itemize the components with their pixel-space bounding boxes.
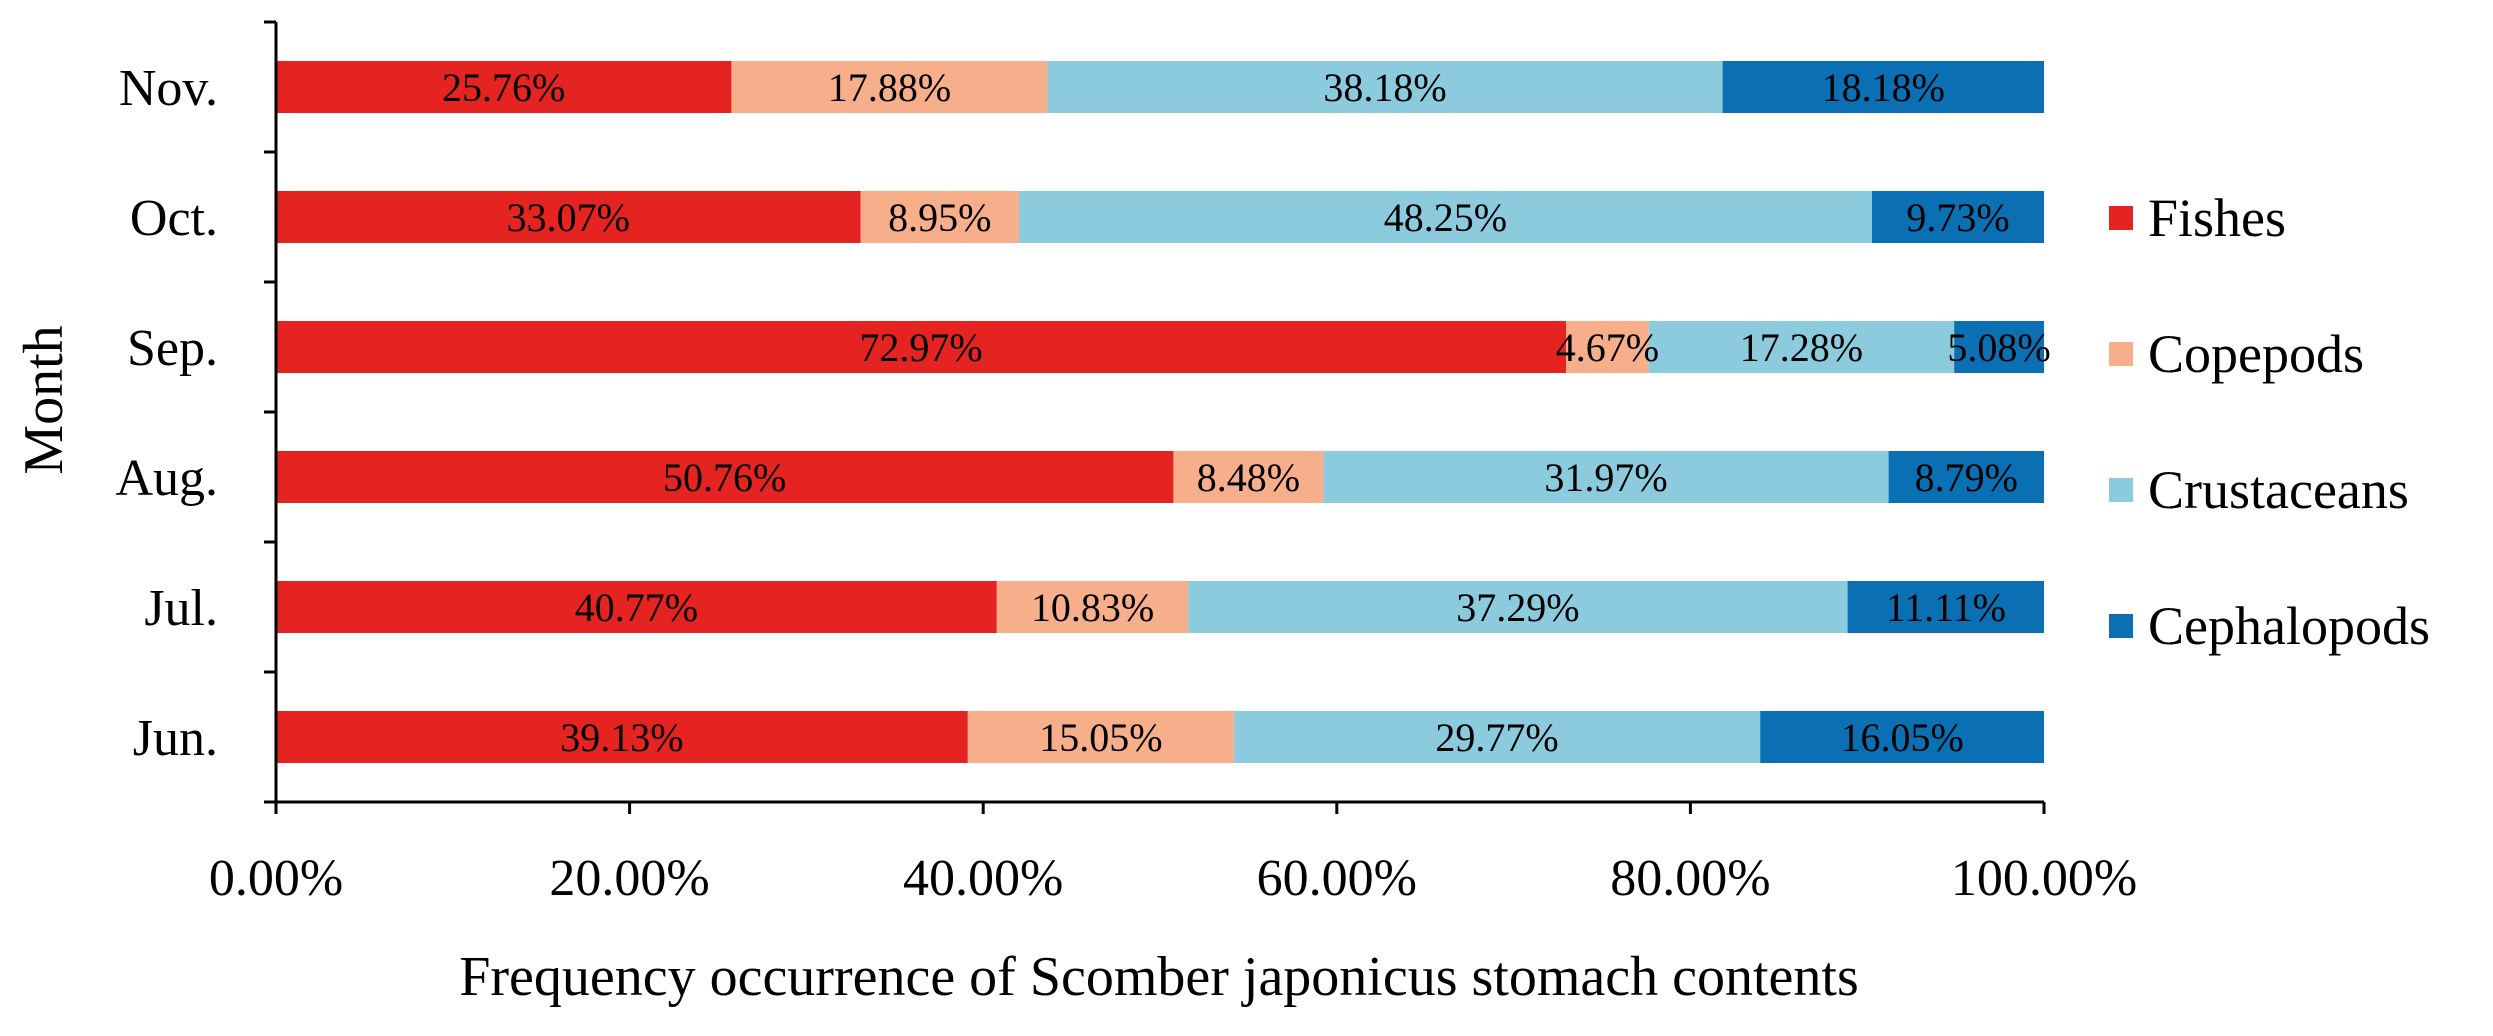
bar-segment (1871, 191, 2044, 243)
bar-segment (276, 321, 1567, 373)
x-tick-label: 80.00% (1610, 850, 1770, 907)
y-tick-label: Sep. (127, 320, 218, 377)
y-tick-label: Aug. (115, 450, 218, 507)
bar-segment (1188, 581, 1848, 633)
bar-segment (276, 191, 861, 243)
data-label: 8.48% (1197, 455, 1300, 500)
data-label: 16.05% (1840, 715, 1963, 760)
x-tick-label: 60.00% (1257, 850, 1417, 907)
bar-segment (1233, 711, 1761, 763)
bar-segment (1047, 61, 1723, 113)
bar-segment (1760, 711, 2044, 763)
data-label: 8.79% (1915, 455, 2018, 500)
data-label: 10.83% (1031, 585, 1154, 630)
bar-segment (276, 711, 968, 763)
bar-segment (276, 581, 997, 633)
x-tick-label: 100.00% (1951, 850, 2137, 907)
data-label: 25.76% (442, 65, 565, 110)
legend-swatch (2109, 614, 2133, 638)
legend-label: Copepods (2148, 324, 2364, 384)
bar-segment (1648, 321, 1955, 373)
y-tick-label: Nov. (119, 60, 218, 117)
data-label: 17.88% (828, 65, 951, 110)
data-label: 9.73% (1906, 195, 2009, 240)
bar-segment (731, 61, 1048, 113)
legend-label: Fishes (2148, 188, 2286, 248)
y-tick-label: Jul. (144, 580, 218, 637)
bar-segment (1847, 581, 2044, 633)
data-label: 17.28% (1740, 325, 1863, 370)
data-label: 31.97% (1544, 455, 1667, 500)
data-label: 4.67% (1556, 325, 1659, 370)
legend-swatch (2109, 206, 2133, 230)
data-label: 15.05% (1039, 715, 1162, 760)
data-label: 18.18% (1822, 65, 1945, 110)
bar-segment (1722, 61, 2044, 113)
data-label: 39.13% (560, 715, 683, 760)
y-tick-label: Oct. (130, 190, 218, 247)
bar-segment (860, 191, 1019, 243)
bar-segment (276, 61, 732, 113)
data-label: 38.18% (1323, 65, 1446, 110)
data-label: 48.25% (1384, 195, 1507, 240)
bar-segment (1566, 321, 1649, 373)
legend-swatch (2109, 342, 2133, 366)
legend-label: Cephalopods (2148, 596, 2430, 656)
bar-segment (1888, 451, 2044, 503)
data-label: 72.97% (859, 325, 982, 370)
data-label: 40.77% (575, 585, 698, 630)
data-label: 33.07% (507, 195, 630, 240)
legend-swatch (2109, 478, 2133, 502)
bar-segment (276, 451, 1174, 503)
bar-segment (996, 581, 1189, 633)
legend-label: Crustaceans (2148, 460, 2409, 520)
y-axis-title: Month (13, 325, 75, 474)
bar-segment (967, 711, 1234, 763)
axes: Jun. Jul. Aug. Sep. Oct. Nov. 0.00% 20.00% 40.00… (115, 20, 2137, 907)
bar-segment (1954, 321, 2044, 373)
y-tick-label: Jun. (133, 710, 218, 767)
data-label: 8.95% (888, 195, 991, 240)
data-label: 11.11% (1886, 585, 2006, 630)
data-label: 29.77% (1435, 715, 1558, 760)
x-tick-label: 20.00% (549, 850, 709, 907)
bar-segment (1173, 451, 1324, 503)
bar-segment (1018, 191, 1872, 243)
data-label: 5.08% (1947, 325, 2050, 370)
x-tick-label: 40.00% (903, 850, 1063, 907)
bar-segment (1323, 451, 1889, 503)
plot-area: 39.13% 15.05% 29.77% 16.05% 40.77% 10.83% 37.2… (276, 61, 2051, 763)
data-label: 37.29% (1456, 585, 1579, 630)
data-label: 50.76% (663, 455, 786, 500)
legend: Fishes Copepods Crustaceans Cephalopods (2109, 188, 2430, 656)
x-axis-title: Frequency occurrence of Scomber japonicu… (459, 946, 1859, 1008)
x-tick-label: 0.00% (209, 850, 343, 907)
